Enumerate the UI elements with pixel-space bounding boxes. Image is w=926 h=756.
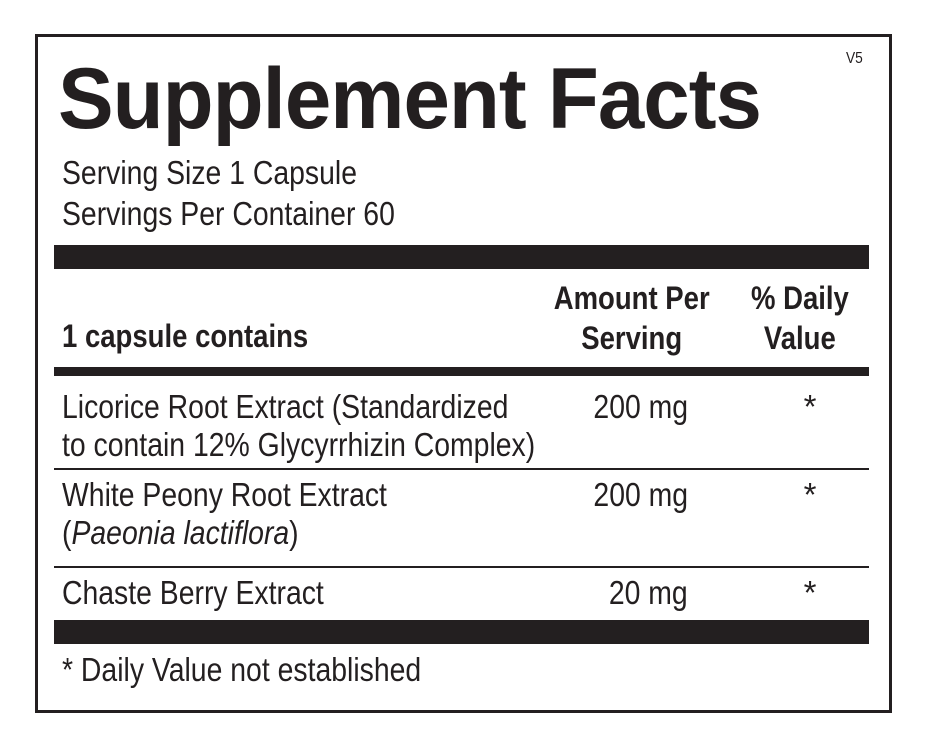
row-amount: 200 mg bbox=[593, 388, 688, 425]
panel-title: Supplement Facts bbox=[58, 51, 762, 147]
serving-size: Serving Size 1 Capsule bbox=[62, 154, 358, 191]
table-row: White Peony Root Extract (Paeonia lactif… bbox=[62, 476, 387, 551]
header-divider bbox=[54, 367, 869, 376]
header-daily-value: % Daily Value bbox=[751, 280, 849, 356]
header-amount: Amount Per Serving bbox=[554, 280, 710, 356]
row-daily-value: * bbox=[803, 388, 817, 425]
row-amount: 20 mg bbox=[609, 574, 688, 611]
version-label: V5 bbox=[846, 50, 863, 67]
table-row: Licorice Root Extract (Standardized to c… bbox=[62, 388, 536, 463]
row-daily-value: * bbox=[803, 574, 817, 611]
row-divider bbox=[54, 468, 869, 470]
supplement-facts-panel bbox=[35, 34, 892, 713]
row-divider bbox=[54, 566, 869, 568]
row-amount: 200 mg bbox=[593, 476, 688, 513]
footnote: * Daily Value not established bbox=[62, 651, 422, 688]
table-row: Chaste Berry Extract bbox=[62, 574, 324, 611]
row-daily-value: * bbox=[803, 476, 817, 513]
servings-per-container: Servings Per Container 60 bbox=[62, 195, 395, 232]
bottom-divider bbox=[54, 620, 869, 644]
thick-divider bbox=[54, 245, 869, 269]
header-contains: 1 capsule contains bbox=[62, 318, 309, 354]
